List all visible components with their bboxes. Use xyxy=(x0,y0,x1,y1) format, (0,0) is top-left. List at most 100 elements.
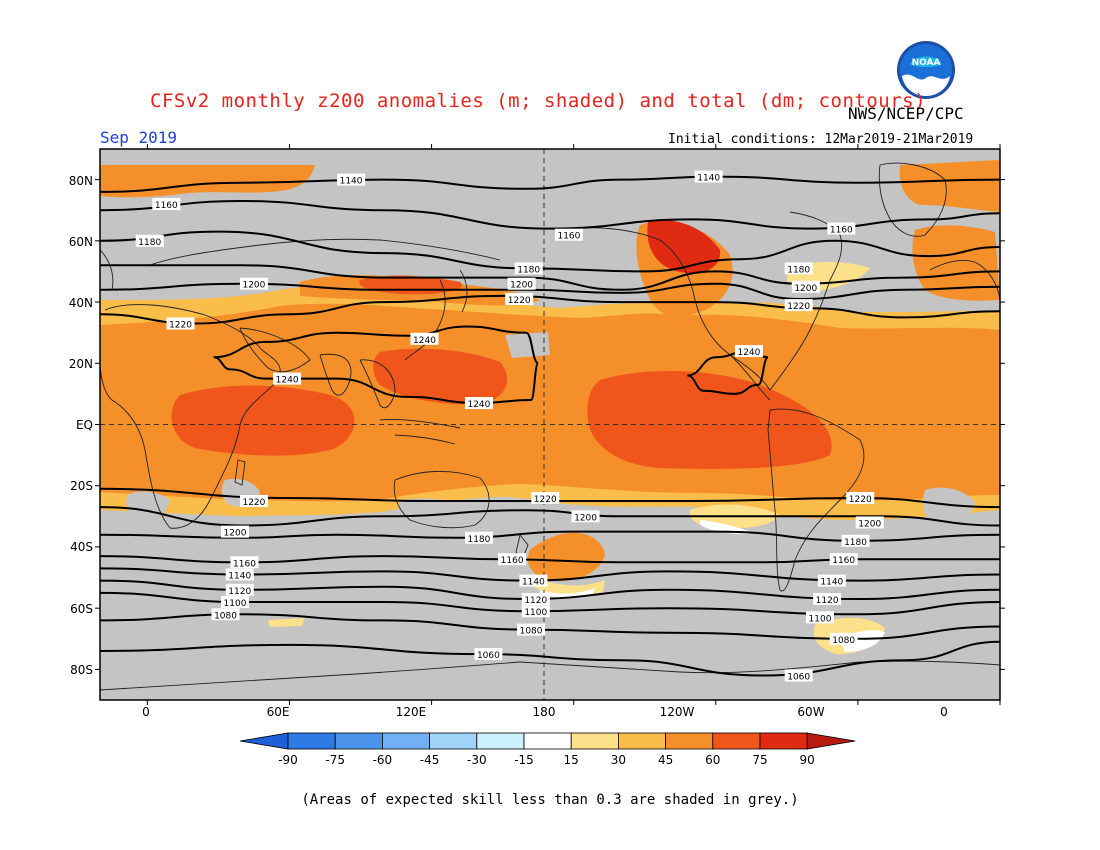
lon-tick-label: 60W xyxy=(797,705,824,719)
lon-tick-label: 120E xyxy=(396,705,427,719)
svg-text:1200: 1200 xyxy=(858,519,881,529)
lat-tick-label: 20N xyxy=(69,357,93,371)
anomaly-south-pacific-edge xyxy=(530,575,605,596)
svg-text:1200: 1200 xyxy=(224,529,247,539)
colorbar-label: 15 xyxy=(564,753,579,767)
lon-tick-label: 0 xyxy=(940,705,948,719)
svg-text:1120: 1120 xyxy=(816,596,839,606)
colorbar-box xyxy=(381,732,430,750)
svg-text:1120: 1120 xyxy=(228,587,251,597)
contour-label: 1200 xyxy=(507,277,536,291)
noaa-logo: NOAA xyxy=(896,40,956,100)
grey-hole-pacific xyxy=(505,332,550,358)
colorbar-label: 45 xyxy=(658,753,673,767)
contour-label: 1160 xyxy=(498,553,527,566)
colorbar-label: 60 xyxy=(705,753,720,767)
lat-tick-label: 40N xyxy=(69,296,93,310)
colorbar-labels: -90 -75 -60 -45 -30 -15 15 30 45 60 75 90 xyxy=(278,753,815,767)
contour-label: 1160 xyxy=(827,222,856,236)
coast-seasia xyxy=(359,359,396,409)
agency-label: NWS/NCEP/CPC xyxy=(848,104,964,123)
anomaly-core-indian xyxy=(171,385,355,456)
coast-north-america-west xyxy=(559,227,771,391)
contour-label: 1140 xyxy=(817,574,846,588)
coast-africa xyxy=(100,304,281,529)
figure-title: CFSv2 monthly z200 anomalies (m; shaded)… xyxy=(150,90,927,112)
svg-text:1120: 1120 xyxy=(524,596,547,606)
contour-label: 1140 xyxy=(225,568,254,581)
svg-text:1200: 1200 xyxy=(794,284,817,294)
contour-label: 1140 xyxy=(519,574,548,588)
svg-text:1140: 1140 xyxy=(820,578,843,588)
anomaly-core-eastpacific xyxy=(587,370,832,469)
anomaly-arctic-east xyxy=(899,160,1000,212)
contour-label: 1140 xyxy=(694,170,723,184)
svg-text:1220: 1220 xyxy=(508,296,531,306)
colorbar-label: 75 xyxy=(752,753,767,767)
contour-label: 1240 xyxy=(464,397,493,410)
colorbar-box xyxy=(759,732,808,750)
anomaly-greenland xyxy=(912,225,1000,301)
contour-label: 1220 xyxy=(505,292,534,306)
svg-text:1160: 1160 xyxy=(832,556,855,566)
contour-line xyxy=(100,506,1000,527)
colorbar-arrow-left xyxy=(239,732,289,750)
contour-label: 1080 xyxy=(517,623,546,637)
contour-label: 1220 xyxy=(239,495,268,508)
contour-label: 1220 xyxy=(846,491,875,505)
svg-text:1240: 1240 xyxy=(467,400,490,410)
coast-central-america xyxy=(729,354,771,401)
colorbar-label: -75 xyxy=(325,753,345,767)
svg-text:1180: 1180 xyxy=(787,265,810,275)
anomaly-south-pacific xyxy=(527,532,605,582)
svg-text:1140: 1140 xyxy=(697,174,720,184)
contour-label: 1220 xyxy=(784,299,813,312)
coast-madagascar xyxy=(234,459,246,486)
svg-text:1180: 1180 xyxy=(517,265,540,275)
valid-month: Sep 2019 xyxy=(100,128,178,147)
svg-text:1220: 1220 xyxy=(169,320,192,330)
contour-label: 1100 xyxy=(521,605,550,618)
svg-text:1080: 1080 xyxy=(214,611,237,621)
colorbar-box xyxy=(618,732,667,750)
contour-label: 1060 xyxy=(474,648,503,661)
svg-text:1220: 1220 xyxy=(534,495,557,505)
contour-label: 1060 xyxy=(784,669,813,683)
contour-line xyxy=(100,175,1000,193)
svg-text:1240: 1240 xyxy=(413,336,436,346)
contour-label: 1120 xyxy=(813,592,842,606)
contour-label: 1240 xyxy=(734,345,763,358)
contour-label: 1100 xyxy=(806,611,834,624)
colorbar-box xyxy=(665,732,714,750)
svg-text:1080: 1080 xyxy=(520,627,543,637)
svg-text:1220: 1220 xyxy=(242,498,265,508)
svg-text:1200: 1200 xyxy=(242,281,265,291)
colorbar-box xyxy=(570,732,619,750)
coast-australia xyxy=(393,471,490,529)
svg-text:1160: 1160 xyxy=(233,559,256,569)
contour-label: 1220 xyxy=(531,491,560,505)
svg-text:1180: 1180 xyxy=(138,238,161,248)
coast-south-america xyxy=(767,408,865,592)
contour-label: 1080 xyxy=(211,608,240,621)
contour-line xyxy=(100,199,1000,230)
svg-text:1060: 1060 xyxy=(477,651,500,661)
lon-tick-label: 120W xyxy=(660,705,695,719)
svg-text:1240: 1240 xyxy=(737,348,760,358)
colorbar-label: -30 xyxy=(467,753,487,767)
contour-label: 1200 xyxy=(791,280,820,294)
contour-label: 1200 xyxy=(855,516,884,529)
svg-text:1100: 1100 xyxy=(524,608,547,618)
lat-tick-label: 80N xyxy=(69,174,93,188)
colorbar-box xyxy=(334,732,383,750)
lon-tick-label: 180 xyxy=(533,705,556,719)
coastlines xyxy=(100,162,1000,691)
svg-text:1200: 1200 xyxy=(574,513,597,523)
contour-label: 1180 xyxy=(514,262,543,275)
contour-line xyxy=(100,640,1000,677)
svg-text:1100: 1100 xyxy=(224,599,247,609)
contour-label: 1180 xyxy=(464,531,493,545)
anomaly-core-westpacific xyxy=(373,348,508,405)
svg-text:1100: 1100 xyxy=(809,614,832,624)
